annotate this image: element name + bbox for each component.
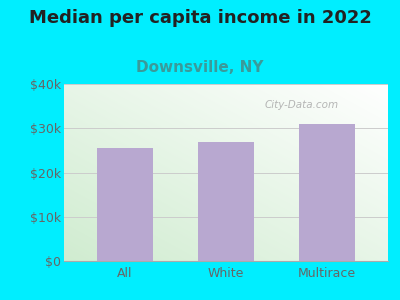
Bar	[300, 124, 355, 261]
Bar	[198, 142, 254, 261]
Text: Downsville, NY: Downsville, NY	[136, 60, 264, 75]
Bar	[97, 148, 152, 261]
Text: City-Data.com: City-Data.com	[265, 100, 339, 110]
Text: Median per capita income in 2022: Median per capita income in 2022	[28, 9, 372, 27]
